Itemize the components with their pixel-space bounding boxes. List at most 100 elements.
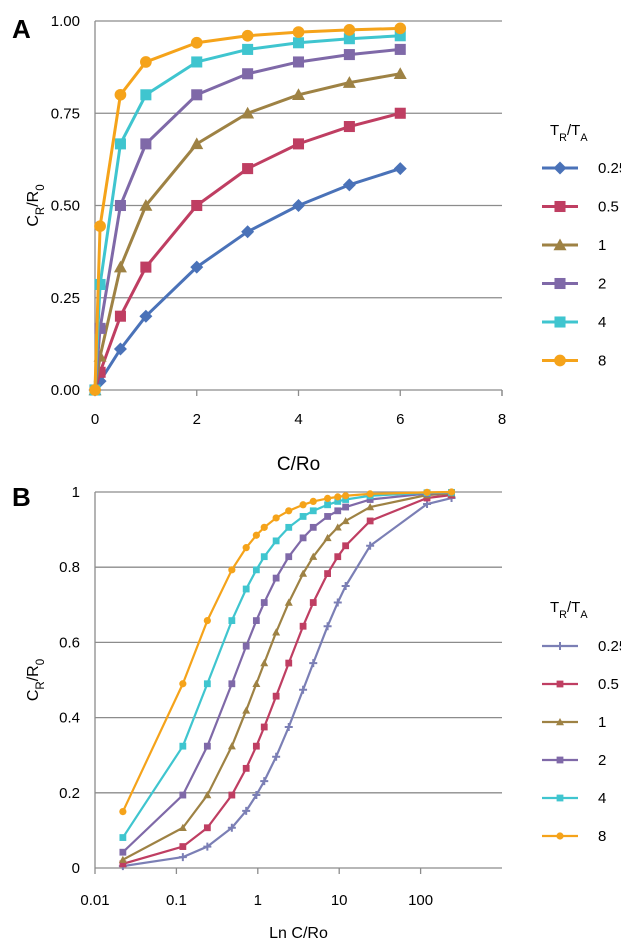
series-2 xyxy=(89,43,406,396)
data-point xyxy=(272,537,280,545)
data-point xyxy=(227,823,236,832)
data-point xyxy=(284,598,293,606)
series-4 xyxy=(89,30,406,396)
data-point xyxy=(292,88,305,100)
data-point xyxy=(119,860,127,868)
data-point xyxy=(299,501,307,509)
x-tick-label: 2 xyxy=(193,411,201,428)
data-point xyxy=(242,544,250,552)
series-2 xyxy=(119,489,455,856)
data-point xyxy=(191,89,203,101)
data-point xyxy=(323,533,332,542)
series-line xyxy=(93,34,401,391)
data-point xyxy=(179,742,187,750)
data-point xyxy=(139,199,153,211)
series-line xyxy=(122,496,452,868)
data-point xyxy=(190,260,204,274)
data-point xyxy=(324,501,331,509)
data-point xyxy=(242,163,254,175)
data-point xyxy=(114,88,127,101)
data-point xyxy=(309,523,317,531)
legend-marker xyxy=(553,161,567,175)
data-point xyxy=(272,574,280,582)
legend-marker xyxy=(554,200,566,213)
data-point xyxy=(299,534,307,542)
data-point xyxy=(242,806,251,815)
data-point xyxy=(140,89,152,101)
data-point xyxy=(113,342,127,356)
data-point xyxy=(260,523,268,531)
x-tick-label: 10 xyxy=(331,892,348,909)
legend-label: 0.25 xyxy=(598,160,621,177)
data-point xyxy=(228,680,236,688)
legend-label: 2 xyxy=(598,276,606,293)
data-point xyxy=(252,531,260,539)
data-point xyxy=(366,503,375,511)
data-point xyxy=(394,43,406,55)
legend-marker xyxy=(554,316,566,328)
data-point xyxy=(393,162,407,176)
data-point xyxy=(178,823,187,831)
legend-item: 4 xyxy=(542,314,606,331)
series-0.5 xyxy=(89,107,406,396)
data-point xyxy=(309,497,317,505)
x-tick-label: 100 xyxy=(408,892,433,909)
data-point xyxy=(241,225,255,239)
data-point xyxy=(334,553,342,561)
data-point xyxy=(309,552,318,560)
series-1 xyxy=(118,489,456,863)
series-0.5 xyxy=(119,491,455,868)
data-point xyxy=(366,517,374,525)
legend-label: 0.5 xyxy=(598,676,619,693)
data-point xyxy=(252,679,261,687)
x-tick-label: 1 xyxy=(254,892,262,909)
y-tick-label: 0.50 xyxy=(51,198,80,215)
data-point xyxy=(227,742,236,750)
data-point xyxy=(119,834,127,841)
legend-marker xyxy=(554,354,566,367)
data-point xyxy=(242,585,250,593)
x-tick-label: 4 xyxy=(294,411,302,428)
x-tick-label: 0.1 xyxy=(166,892,187,909)
x-tick-label: 0 xyxy=(91,411,99,428)
legend-marker xyxy=(556,680,564,688)
y-tick-label: 0.75 xyxy=(51,105,80,122)
legend-item: 1 xyxy=(542,237,606,254)
legend-title: TR/TA xyxy=(550,599,588,621)
legend-label: 4 xyxy=(598,790,606,807)
data-point xyxy=(260,777,269,786)
data-point xyxy=(203,842,212,851)
x-tick-label: 6 xyxy=(396,411,404,428)
panel-letter: B xyxy=(12,482,31,512)
data-point xyxy=(178,853,187,862)
data-point xyxy=(94,366,106,378)
data-point xyxy=(191,56,203,68)
data-point xyxy=(323,494,332,502)
data-point xyxy=(292,37,305,49)
legend-label: 8 xyxy=(598,828,606,845)
data-point xyxy=(343,33,355,45)
data-point xyxy=(342,542,350,550)
legend-marker xyxy=(556,642,564,650)
y-tick-label: 0.25 xyxy=(51,290,80,307)
data-point xyxy=(423,488,431,496)
data-point xyxy=(140,138,152,150)
data-point xyxy=(119,848,127,856)
data-point xyxy=(341,582,350,590)
series-0.25 xyxy=(118,494,456,871)
panel-letter: A xyxy=(12,14,31,44)
y-tick-label: 0.6 xyxy=(59,634,80,651)
y-tick-label: 0.4 xyxy=(59,710,80,727)
data-point xyxy=(241,106,255,119)
data-point xyxy=(260,553,268,561)
y-axis-title: CR/R0 xyxy=(25,184,47,226)
data-point xyxy=(114,138,126,150)
data-point xyxy=(343,49,355,61)
data-point xyxy=(114,310,126,322)
data-point xyxy=(140,261,152,273)
legend-marker xyxy=(556,718,564,726)
legend-marker xyxy=(553,238,567,251)
data-point xyxy=(393,67,407,79)
